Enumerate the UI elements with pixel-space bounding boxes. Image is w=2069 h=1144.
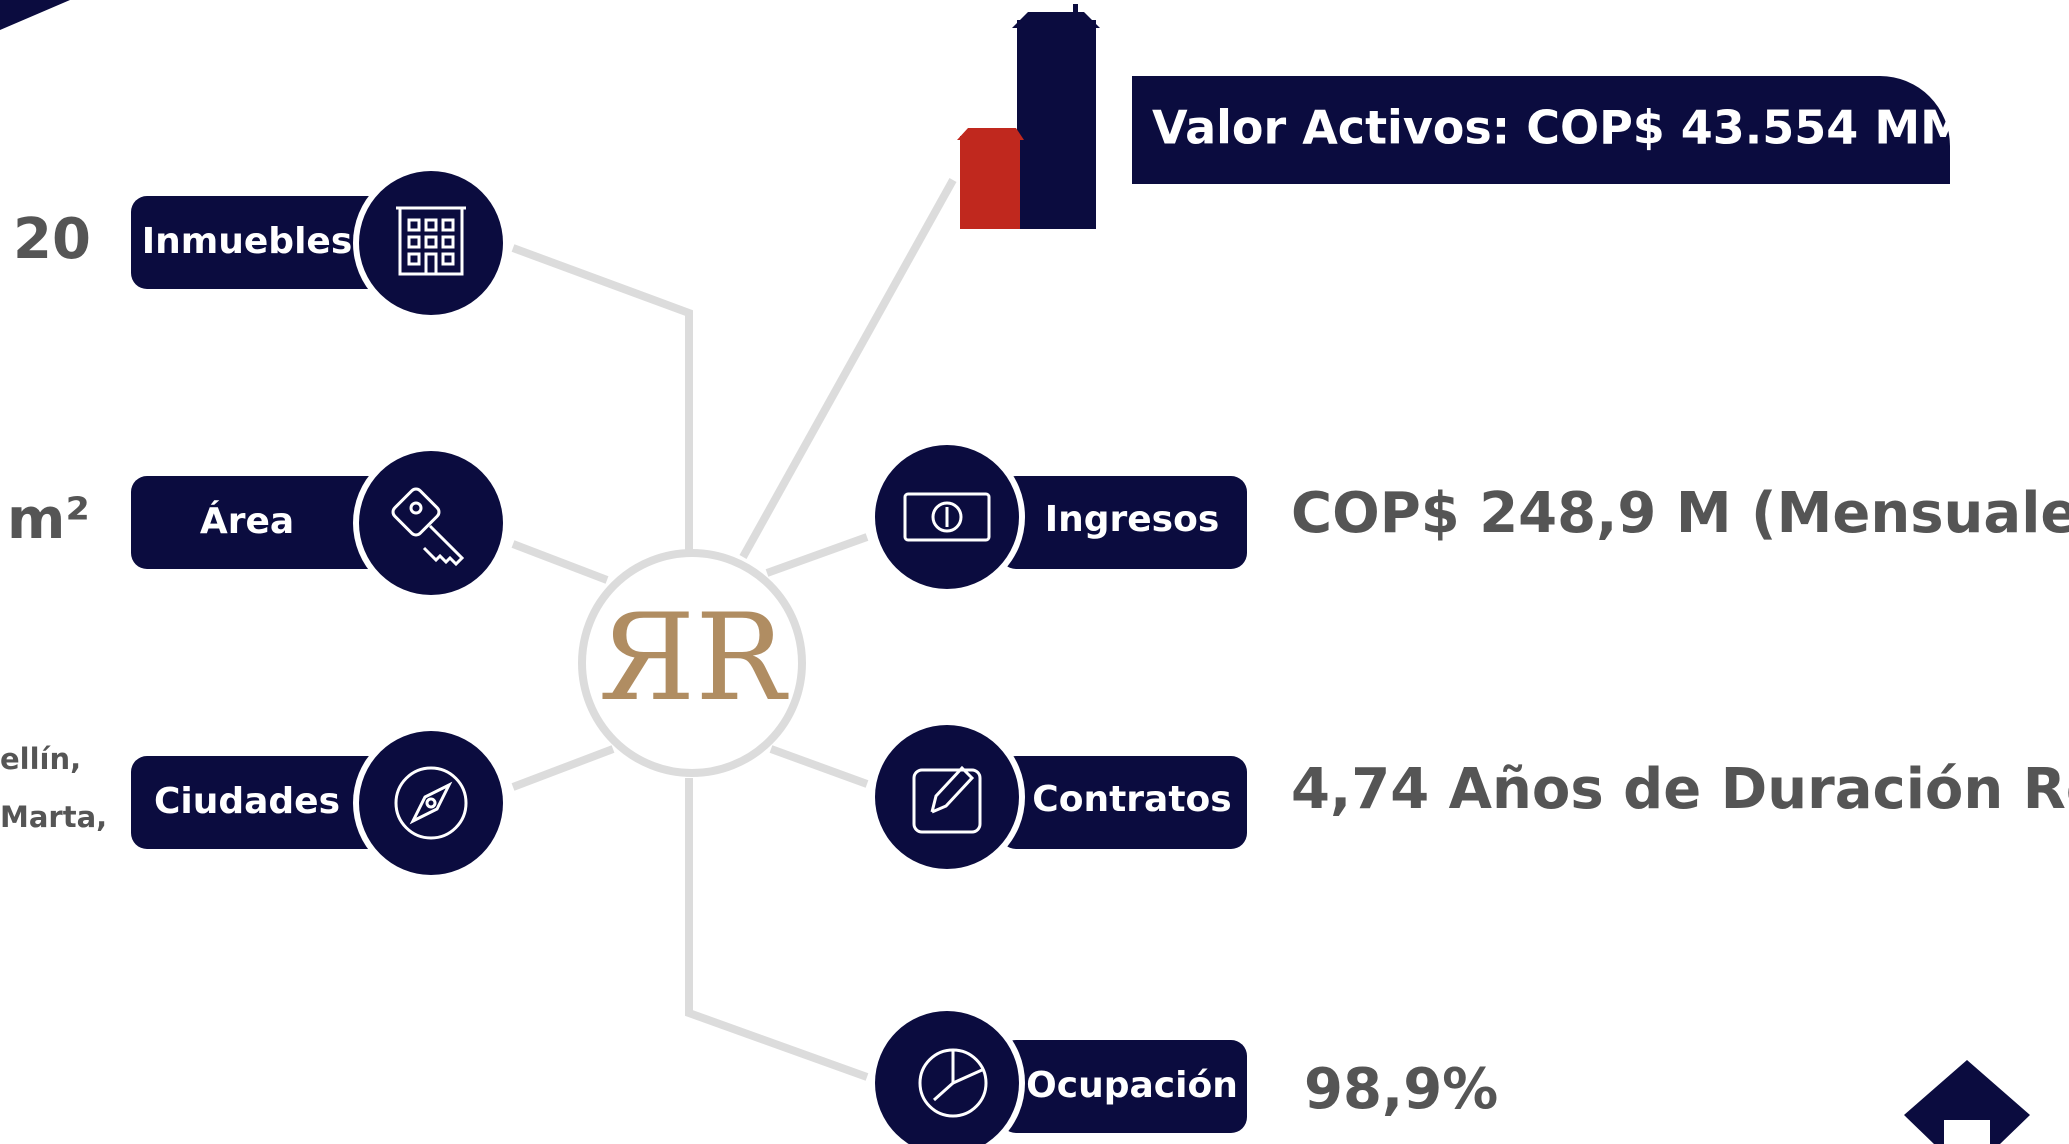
item-label: Ciudades xyxy=(154,781,340,822)
item-value: 20 xyxy=(13,207,91,272)
logo: ЯR xyxy=(598,589,789,728)
icon-circle xyxy=(875,725,1019,869)
item-value: 98,9% xyxy=(1304,1057,1498,1122)
item-label: Área xyxy=(200,500,294,542)
item-value-line: ellín, xyxy=(0,742,81,776)
icon-circle xyxy=(359,731,503,875)
item-value: m² xyxy=(7,487,90,552)
left-items: Inmuebles 20 Área m² Ciudades ellín, Mar… xyxy=(0,165,509,881)
item-value: 4,74 Años de Duración Restante xyxy=(1291,757,2069,822)
corner-decoration xyxy=(0,0,70,30)
item-label: Ocupación xyxy=(1026,1065,1238,1106)
infographic: ЯR Inmuebles 20 Área m² Ciudades ellín, xyxy=(0,0,2069,1144)
item-label: Contratos xyxy=(1032,779,1231,820)
icon-circle xyxy=(359,171,503,315)
item-value-line: Marta, xyxy=(0,800,107,834)
item-label: Ingresos xyxy=(1045,499,1220,540)
banner-text: Valor Activos: COP$ 43.554 MM xyxy=(1152,101,1966,155)
up-arrow-button[interactable] xyxy=(1904,1060,2030,1144)
buildings-icon xyxy=(957,4,1100,229)
item-value: COP$ 248,9 M (Mensuales) xyxy=(1291,481,2069,546)
item-label: Inmuebles xyxy=(142,221,353,262)
right-items: Ingresos COP$ 248,9 M (Mensuales) Contra… xyxy=(869,439,2069,1144)
